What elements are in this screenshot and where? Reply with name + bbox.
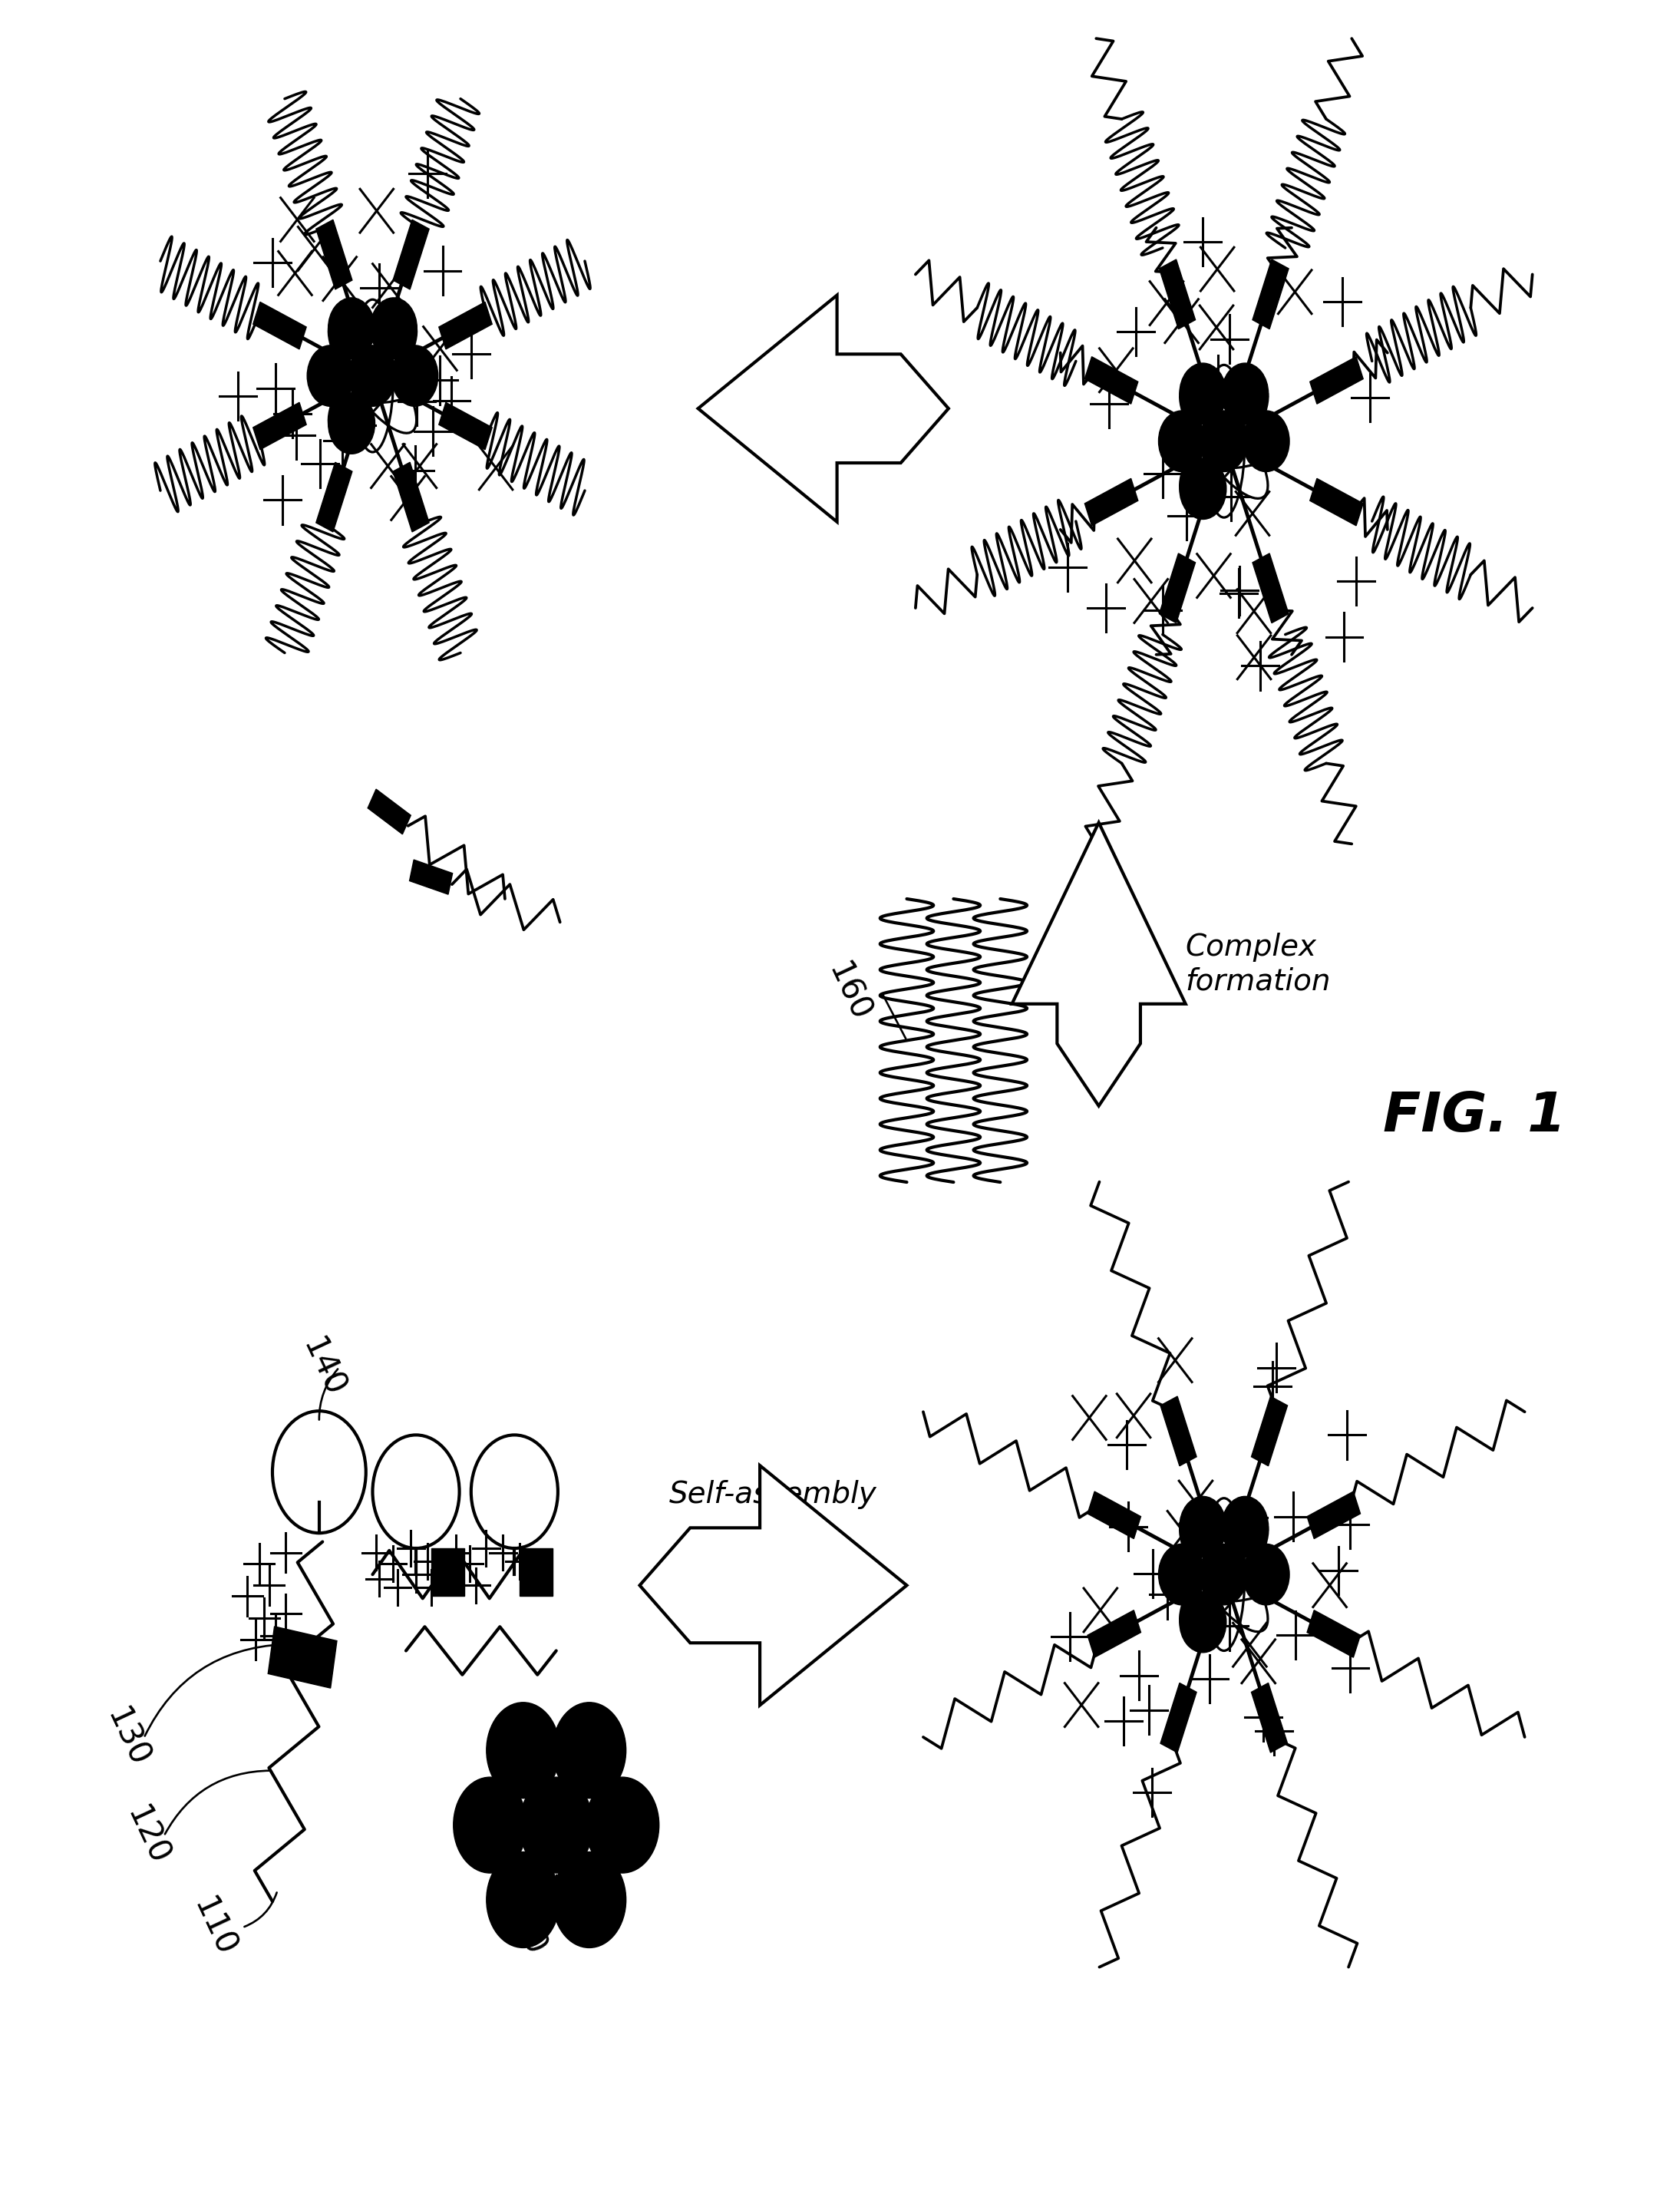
Polygon shape bbox=[1310, 477, 1362, 526]
Polygon shape bbox=[640, 1465, 907, 1706]
Circle shape bbox=[1179, 1496, 1226, 1557]
Polygon shape bbox=[254, 403, 306, 449]
Polygon shape bbox=[410, 861, 452, 894]
Circle shape bbox=[328, 392, 375, 453]
Polygon shape bbox=[1085, 477, 1137, 526]
Circle shape bbox=[1159, 1544, 1205, 1605]
Circle shape bbox=[553, 1702, 627, 1798]
Text: 110: 110 bbox=[186, 1892, 242, 1962]
Polygon shape bbox=[438, 403, 492, 449]
Circle shape bbox=[1201, 1544, 1247, 1605]
Circle shape bbox=[1179, 1592, 1226, 1653]
Circle shape bbox=[1243, 1544, 1289, 1605]
Text: 160: 160 bbox=[822, 957, 875, 1027]
Polygon shape bbox=[393, 219, 428, 289]
Circle shape bbox=[519, 1776, 593, 1872]
Polygon shape bbox=[1253, 554, 1289, 622]
Text: 150: 150 bbox=[496, 1892, 551, 1962]
Circle shape bbox=[1159, 412, 1205, 471]
Polygon shape bbox=[438, 302, 492, 348]
Polygon shape bbox=[432, 1548, 464, 1597]
Polygon shape bbox=[1159, 554, 1196, 622]
Circle shape bbox=[1221, 1496, 1268, 1557]
Polygon shape bbox=[1011, 823, 1186, 1106]
Polygon shape bbox=[1252, 1682, 1287, 1752]
Polygon shape bbox=[316, 462, 353, 532]
Text: 140: 140 bbox=[296, 1334, 349, 1402]
Circle shape bbox=[586, 1776, 659, 1872]
Polygon shape bbox=[1161, 1397, 1196, 1465]
Polygon shape bbox=[1307, 1491, 1361, 1540]
Circle shape bbox=[553, 1853, 627, 1947]
Circle shape bbox=[1201, 412, 1247, 471]
Polygon shape bbox=[269, 1627, 338, 1688]
Circle shape bbox=[328, 298, 375, 359]
Polygon shape bbox=[316, 219, 353, 289]
Circle shape bbox=[487, 1702, 559, 1798]
Polygon shape bbox=[1252, 1397, 1287, 1465]
Text: 120: 120 bbox=[119, 1802, 175, 1870]
Text: FIG. 1: FIG. 1 bbox=[1383, 1091, 1566, 1143]
Polygon shape bbox=[368, 788, 412, 834]
Text: Complex
formation: Complex formation bbox=[1186, 933, 1331, 996]
Circle shape bbox=[454, 1776, 528, 1872]
Polygon shape bbox=[393, 462, 428, 532]
Polygon shape bbox=[1159, 258, 1196, 328]
Polygon shape bbox=[1307, 1610, 1361, 1658]
Polygon shape bbox=[1087, 1610, 1141, 1658]
Polygon shape bbox=[1161, 1682, 1196, 1752]
Circle shape bbox=[307, 346, 354, 407]
Circle shape bbox=[487, 1853, 559, 1947]
Text: 130: 130 bbox=[99, 1704, 155, 1772]
Polygon shape bbox=[1310, 357, 1362, 403]
Circle shape bbox=[391, 346, 438, 407]
Circle shape bbox=[349, 346, 396, 407]
Polygon shape bbox=[1085, 357, 1137, 403]
Circle shape bbox=[1179, 364, 1226, 425]
Circle shape bbox=[370, 298, 417, 359]
Polygon shape bbox=[519, 1548, 553, 1597]
Polygon shape bbox=[1253, 258, 1289, 328]
Circle shape bbox=[1179, 458, 1226, 519]
Polygon shape bbox=[699, 296, 949, 521]
Polygon shape bbox=[1087, 1491, 1141, 1540]
Circle shape bbox=[1221, 364, 1268, 425]
Circle shape bbox=[1243, 412, 1289, 471]
Text: Self-assembly: Self-assembly bbox=[669, 1480, 877, 1509]
Polygon shape bbox=[254, 302, 306, 348]
